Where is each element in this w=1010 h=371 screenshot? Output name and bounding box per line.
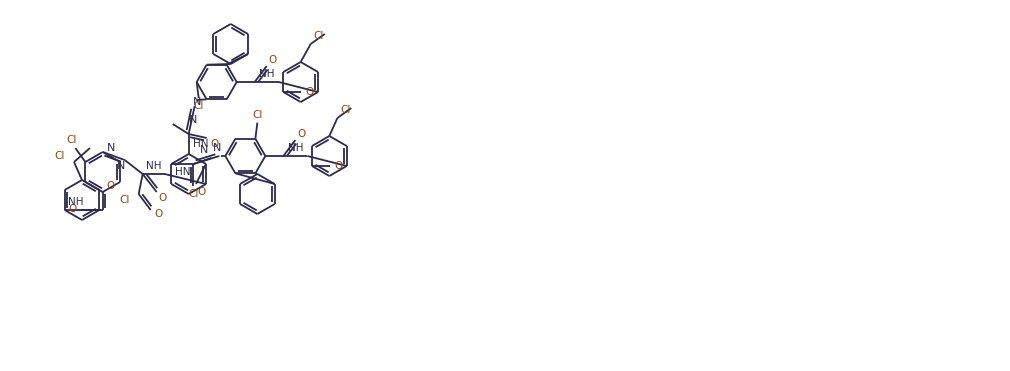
Text: O: O (305, 87, 313, 97)
Text: NH: NH (288, 143, 303, 153)
Text: Cl: Cl (313, 31, 324, 41)
Text: O: O (210, 139, 219, 149)
Text: N: N (106, 143, 115, 153)
Text: NH: NH (68, 197, 84, 207)
Text: N: N (189, 115, 197, 125)
Text: HN: HN (175, 167, 190, 177)
Text: O: O (334, 161, 342, 171)
Text: NH: NH (145, 161, 162, 171)
Text: Cl: Cl (340, 105, 350, 115)
Text: N: N (200, 145, 208, 155)
Text: O: O (297, 129, 305, 139)
Text: N: N (213, 143, 221, 153)
Text: O: O (159, 193, 167, 203)
Text: O: O (69, 204, 77, 214)
Text: O: O (155, 209, 163, 219)
Text: Cl: Cl (55, 151, 66, 161)
Text: N: N (193, 97, 201, 107)
Text: Cl: Cl (189, 189, 199, 199)
Text: O: O (197, 187, 205, 197)
Text: Cl: Cl (67, 135, 77, 145)
Text: NH: NH (259, 69, 275, 79)
Text: N: N (116, 161, 125, 171)
Text: O: O (269, 55, 277, 65)
Text: Cl: Cl (194, 101, 204, 111)
Text: Cl: Cl (119, 195, 130, 205)
Text: O: O (106, 181, 115, 191)
Text: HN: HN (193, 139, 208, 149)
Text: Cl: Cl (252, 110, 263, 120)
